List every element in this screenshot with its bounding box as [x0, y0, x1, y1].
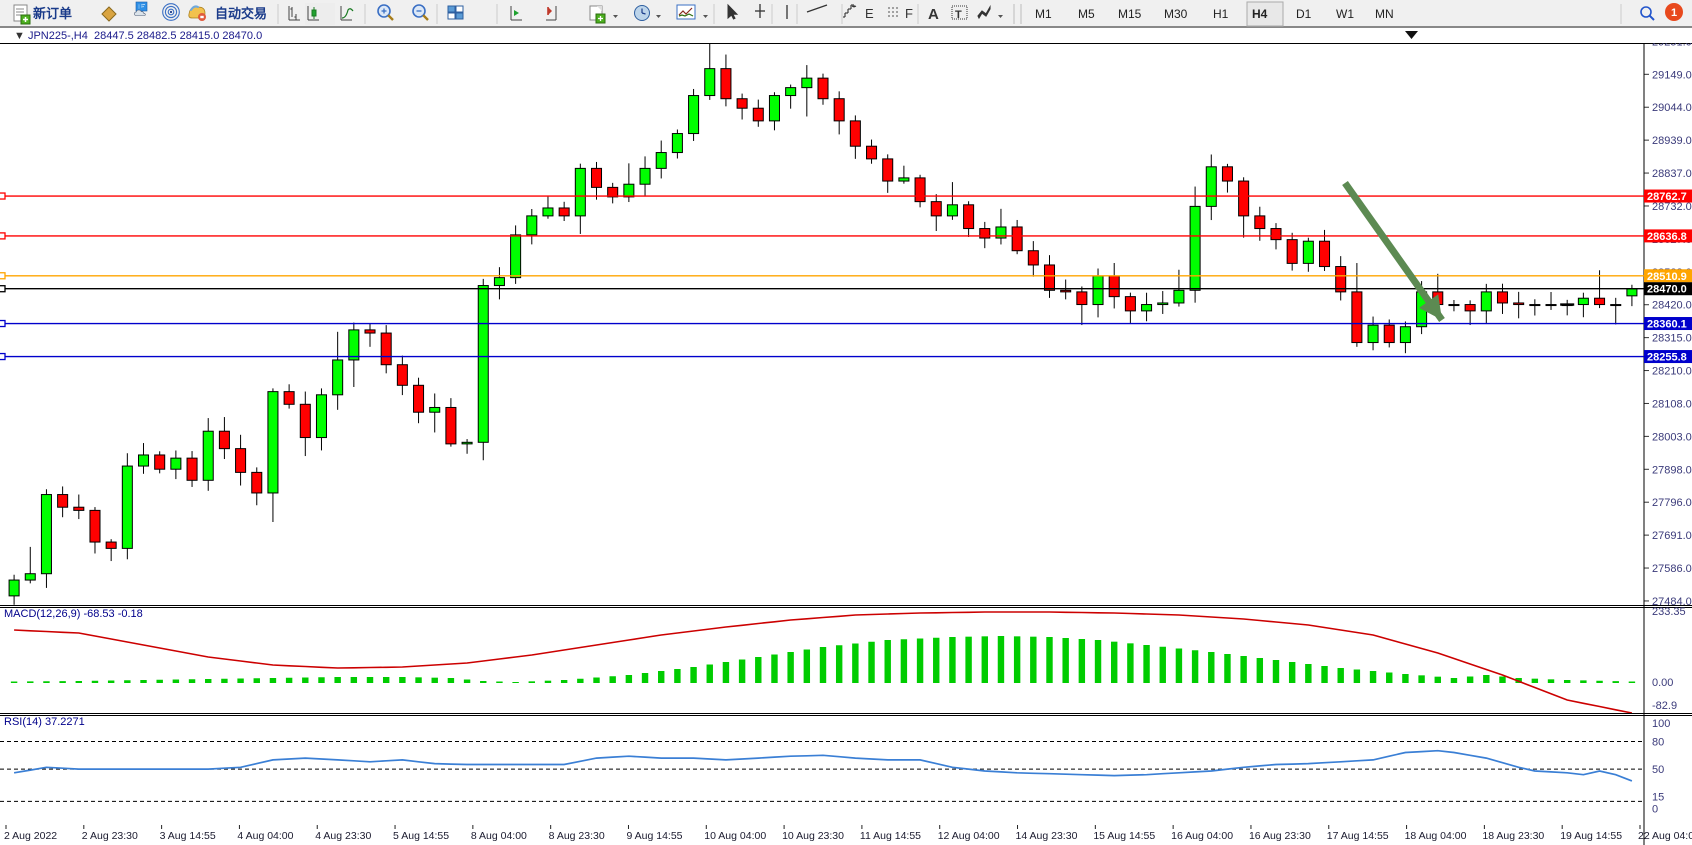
svg-text:3 Aug 14:55: 3 Aug 14:55 [160, 830, 216, 842]
svg-text:D1: D1 [1296, 7, 1312, 21]
svg-text:8 Aug 04:00: 8 Aug 04:00 [471, 830, 527, 842]
svg-text:12 Aug 04:00: 12 Aug 04:00 [938, 830, 1000, 842]
svg-text:H4: H4 [1252, 7, 1268, 21]
svg-text:10 Aug 23:30: 10 Aug 23:30 [782, 830, 844, 842]
svg-text:11 Aug 14:55: 11 Aug 14:55 [860, 830, 921, 842]
svg-text:M5: M5 [1078, 7, 1095, 21]
svg-text:10 Aug 04:00: 10 Aug 04:00 [704, 830, 766, 842]
svg-text:M30: M30 [1164, 7, 1188, 21]
svg-text:100: 100 [1652, 718, 1670, 730]
svg-text:-82.9: -82.9 [1652, 700, 1677, 712]
svg-text:50: 50 [1652, 764, 1664, 776]
svg-text:T: T [955, 9, 962, 21]
svg-text:F: F [905, 6, 913, 21]
svg-text:16 Aug 23:30: 16 Aug 23:30 [1249, 830, 1311, 842]
svg-text:RSI(14) 37.2271: RSI(14) 37.2271 [4, 716, 85, 728]
svg-text:MACD(12,26,9) -68.53 -0.18: MACD(12,26,9) -68.53 -0.18 [4, 608, 143, 620]
svg-text:W1: W1 [1336, 7, 1354, 21]
svg-text:15: 15 [1652, 791, 1664, 803]
svg-text:19 Aug 14:55: 19 Aug 14:55 [1560, 830, 1622, 842]
svg-text:14 Aug 23:30: 14 Aug 23:30 [1016, 830, 1078, 842]
svg-text:4 Aug 04:00: 4 Aug 04:00 [237, 830, 293, 842]
svg-text:8 Aug 23:30: 8 Aug 23:30 [549, 830, 605, 842]
svg-text:22 Aug 04:00: 22 Aug 04:00 [1638, 830, 1692, 842]
svg-text:M1: M1 [1035, 7, 1052, 21]
svg-text:17 Aug 14:55: 17 Aug 14:55 [1327, 830, 1389, 842]
svg-text:2 Aug 2022: 2 Aug 2022 [4, 830, 57, 842]
svg-text:4 Aug 23:30: 4 Aug 23:30 [315, 830, 371, 842]
svg-text:0.00: 0.00 [1652, 677, 1673, 689]
svg-text:A: A [928, 6, 939, 23]
svg-text:5 Aug 14:55: 5 Aug 14:55 [393, 830, 449, 842]
svg-text:80: 80 [1652, 736, 1664, 748]
svg-text:2 Aug 23:30: 2 Aug 23:30 [82, 830, 138, 842]
svg-text:新订单: 新订单 [33, 6, 72, 21]
svg-text:9 Aug 14:55: 9 Aug 14:55 [626, 830, 682, 842]
svg-text:233.35: 233.35 [1652, 606, 1686, 618]
svg-text:16 Aug 04:00: 16 Aug 04:00 [1171, 830, 1233, 842]
svg-text:自动交易: 自动交易 [215, 6, 267, 21]
svg-text:0: 0 [1652, 803, 1658, 815]
svg-text:18 Aug 04:00: 18 Aug 04:00 [1405, 830, 1467, 842]
svg-text:H1: H1 [1213, 7, 1229, 21]
svg-text:MN: MN [1375, 7, 1394, 21]
svg-text:18 Aug 23:30: 18 Aug 23:30 [1482, 830, 1544, 842]
svg-text:M15: M15 [1118, 7, 1142, 21]
svg-text:15 Aug 14:55: 15 Aug 14:55 [1093, 830, 1155, 842]
svg-text:1: 1 [1671, 7, 1677, 19]
svg-text:E: E [865, 6, 874, 21]
